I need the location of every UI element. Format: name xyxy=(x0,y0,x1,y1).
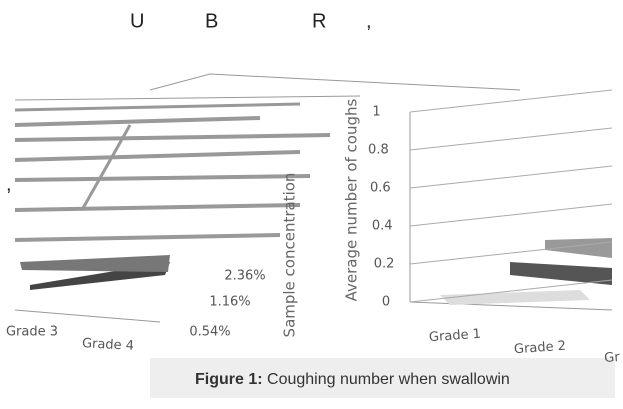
caption-label: Figure 1: xyxy=(195,371,263,388)
y-tick-label: 1 xyxy=(372,105,380,120)
frame-line xyxy=(409,301,613,311)
frame-line xyxy=(14,102,301,112)
side-mark: , xyxy=(6,173,12,195)
slab xyxy=(510,262,612,285)
y-tick-label: 0.4 xyxy=(372,219,393,234)
frame-line xyxy=(14,116,261,127)
grid-line xyxy=(409,165,613,189)
header-fragment: B xyxy=(205,10,218,32)
x-tick-label: Grade 3 xyxy=(6,325,58,340)
caption-text: Coughing number when swallowin xyxy=(267,371,510,388)
decoration xyxy=(14,73,613,323)
frame-line xyxy=(80,124,132,211)
y-tick-label: 0.6 xyxy=(370,181,391,196)
frame-line xyxy=(14,150,301,162)
frame-line xyxy=(149,73,521,91)
grid-line xyxy=(409,279,613,303)
slab xyxy=(545,238,612,258)
depth-tick-label: 2.36% xyxy=(224,269,265,284)
grid-line xyxy=(409,203,613,227)
y-tick-label: 0.2 xyxy=(374,257,395,272)
frame-line xyxy=(14,233,281,242)
frame-line xyxy=(14,95,361,101)
frame-line xyxy=(14,133,331,142)
depth-axis-label: Sample concentration xyxy=(281,173,299,338)
frame-line xyxy=(14,174,311,182)
header: U B R , xyxy=(130,10,372,32)
header-fragment: U xyxy=(130,10,144,32)
x-tick-label: Gr xyxy=(604,350,621,366)
grid-line xyxy=(409,127,613,151)
slab xyxy=(20,255,170,272)
y-axis-label: Average number of coughs xyxy=(343,98,361,301)
x-tick-label: Grade 4 xyxy=(82,336,135,354)
header-fragment: , xyxy=(366,10,372,32)
y-tick-label: 0 xyxy=(382,295,390,310)
caption: Figure 1: Coughing number when swallowin xyxy=(195,371,510,388)
x-tick-label: Grade 1 xyxy=(429,327,482,346)
header-fragment: R xyxy=(312,10,326,32)
depth-tick-label: 0.54% xyxy=(189,325,230,340)
frame-line xyxy=(14,309,161,323)
depth-tick-label: 1.16% xyxy=(209,295,250,310)
grid-line xyxy=(409,89,613,113)
y-tick-label: 0.8 xyxy=(368,143,389,158)
grid-line xyxy=(409,241,613,265)
slab xyxy=(440,290,590,305)
x-tick-label: Grade 2 xyxy=(514,339,567,358)
frame-line xyxy=(14,203,301,212)
caption-box xyxy=(150,358,615,398)
